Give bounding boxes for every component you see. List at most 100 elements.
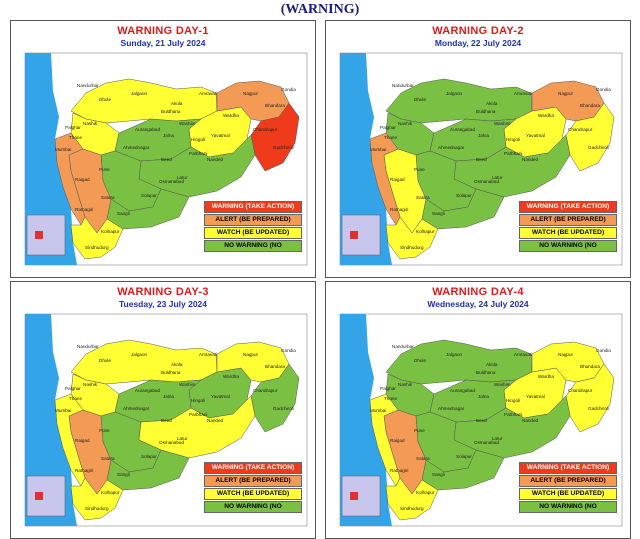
district-label: Satara (416, 195, 430, 200)
district-label: Palghar (380, 125, 396, 130)
district-label: Jalgaon (446, 352, 463, 357)
district-label: Washim (179, 121, 196, 126)
panel-title: WARNING DAY-4 (432, 286, 524, 298)
district-label: Latur (492, 175, 503, 180)
district-label: Nandurbar (392, 344, 414, 349)
district-label: Satara (101, 195, 115, 200)
zone-coast (369, 132, 401, 226)
district-label: Bhandara (580, 364, 600, 369)
district-label: Aurangabad (450, 127, 475, 132)
india-inset (341, 475, 381, 517)
zone-north (385, 78, 533, 124)
district-label: Parbhani (189, 412, 207, 417)
arabian-sea (25, 53, 77, 265)
district-label: Osmanabad (159, 179, 184, 184)
district-label: Bhandara (580, 103, 600, 108)
district-label: Mumbai (370, 147, 386, 152)
district-label: Buldhana (476, 109, 496, 114)
india-inset (26, 475, 66, 517)
zone-kokan_s (385, 477, 439, 521)
district-label: Nanded (522, 157, 539, 162)
zone-north (70, 78, 218, 124)
district-label: Buldhana (161, 109, 181, 114)
district-label: Nagpur (243, 91, 259, 96)
district-label: Wardha (223, 113, 239, 118)
district-label: Satara (416, 456, 430, 461)
district-label: Nashik (83, 382, 98, 387)
warning-map: Nashik Jalgaon Dhule Nandurbar Akola Amravati… (339, 313, 623, 527)
district-label: Akola (486, 101, 498, 106)
district-label: Sindhudurg (85, 245, 109, 250)
district-label: Nagpur (558, 91, 574, 96)
district-label: Parbhani (504, 412, 522, 417)
arabian-sea (340, 314, 392, 526)
district-label: Jalna (478, 394, 489, 399)
legend-item-alert: ALERT (BE PREPARED) (204, 475, 302, 487)
panel-title: WARNING DAY-3 (117, 286, 209, 298)
legend-item-none: NO WARNING (NO (204, 501, 302, 513)
district-label: Solapur (456, 193, 472, 198)
district-label: Hingoli (191, 137, 205, 142)
legend-item-watch: WATCH (BE UPDATED) (519, 488, 617, 500)
zone-coast (369, 393, 401, 487)
inset-highlight (35, 492, 43, 500)
district-label: Osmanabad (474, 179, 499, 184)
panel-date: Wednesday, 24 July 2024 (427, 299, 529, 309)
district-label: Wardha (223, 374, 239, 379)
district-label: Gadchiroli (588, 145, 609, 150)
district-label: Chandrapur (253, 388, 278, 393)
district-label: Satara (101, 456, 115, 461)
district-label: Wardha (538, 374, 554, 379)
district-label: Pune (414, 428, 425, 433)
district-label: Bhandara (265, 364, 285, 369)
district-label: Amravati (199, 352, 217, 357)
district-label: Nashik (83, 121, 98, 126)
india-inset (341, 214, 381, 256)
district-label: Nanded (207, 157, 224, 162)
legend: WARNING (TAKE ACTION) ALERT (BE PREPARED)… (204, 201, 302, 253)
district-label: Gadchiroli (588, 406, 609, 411)
arabian-sea (340, 53, 392, 265)
district-label: Raigad (75, 438, 90, 443)
district-label: Bhandara (265, 103, 285, 108)
district-label: Buldhana (476, 370, 496, 375)
zone-north (70, 339, 218, 385)
district-label: Jalgaon (131, 352, 148, 357)
district-label: Dhule (99, 358, 111, 363)
district-label: Thane (69, 396, 82, 401)
district-label: Raigad (390, 177, 405, 182)
district-label: Beed (161, 418, 172, 423)
legend: WARNING (TAKE ACTION) ALERT (BE PREPARED)… (519, 462, 617, 514)
district-label: Sindhudurg (400, 245, 424, 250)
panel-date: Monday, 22 July 2024 (434, 38, 522, 48)
india-inset (26, 214, 66, 256)
legend-item-none: NO WARNING (NO (519, 240, 617, 252)
district-label: Kolhapur (101, 229, 120, 234)
district-label: Thane (384, 396, 397, 401)
zone-north (385, 339, 533, 385)
district-label: Palghar (380, 386, 396, 391)
district-label: Mumbai (55, 408, 71, 413)
district-label: Palghar (65, 386, 81, 391)
district-label: Nanded (522, 418, 539, 423)
district-label: Solapur (141, 193, 157, 198)
district-label: Yavatmal (526, 133, 545, 138)
district-label: Palghar (65, 125, 81, 130)
district-label: Gondia (596, 87, 611, 92)
district-label: Chandrapur (568, 127, 593, 132)
district-label: Latur (177, 175, 188, 180)
district-label: Gondia (281, 348, 296, 353)
district-label: Ahmednagar (123, 145, 150, 150)
district-label: Beed (161, 157, 172, 162)
district-label: Ratnagiri (390, 207, 408, 212)
panel-date: Tuesday, 23 July 2024 (118, 299, 208, 309)
district-label: Hingoli (191, 398, 205, 403)
district-label: Jalgaon (446, 91, 463, 96)
forecast-panel-day-1: WARNING DAY-1 Sunday, 21 July 2024 Nashik J… (10, 20, 316, 278)
legend-item-warning: WARNING (TAKE ACTION) (519, 201, 617, 213)
district-label: Akola (171, 362, 183, 367)
district-label: Pune (99, 167, 110, 172)
district-label: Beed (476, 157, 487, 162)
district-label: Yavatmal (211, 394, 230, 399)
district-label: Kolhapur (416, 490, 435, 495)
